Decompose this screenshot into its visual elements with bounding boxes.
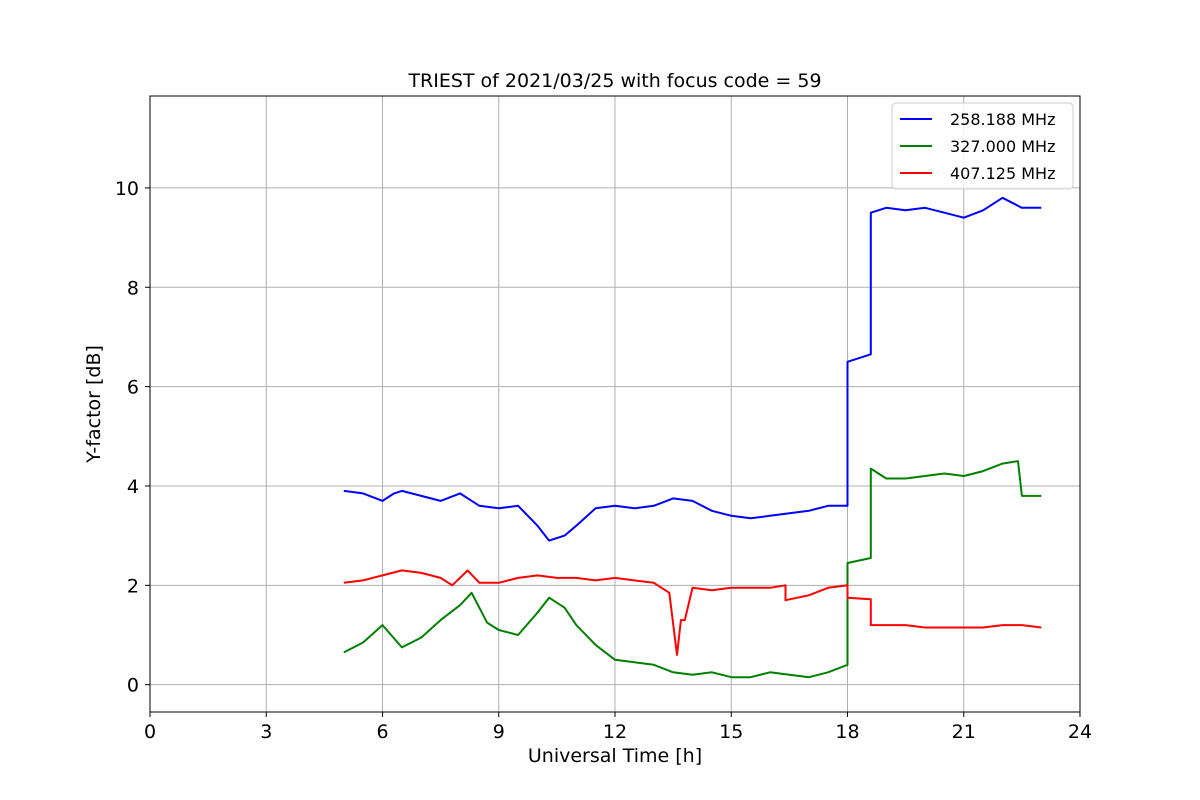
series-line-2 (343, 460, 1042, 679)
x-tick-label: 0 (144, 721, 156, 743)
series-line-1 (343, 196, 1042, 542)
legend-entry-3: 407.125 MHz (950, 164, 1055, 183)
y-axis-label: Y-factor [dB] (83, 345, 105, 464)
series-group (343, 196, 1042, 679)
y-tick-label: 0 (127, 675, 139, 697)
y-tick-label: 6 (127, 377, 139, 399)
legend-entry-1: 258.188 MHz (950, 110, 1055, 129)
x-tick-label: 6 (376, 721, 388, 743)
y-tick-label: 4 (127, 476, 139, 498)
x-tick-label: 3 (260, 721, 272, 743)
x-tick-label: 15 (719, 721, 743, 743)
series-line-3 (343, 569, 1042, 656)
y-tick-label: 10 (115, 178, 139, 200)
legend-entry-2: 327.000 MHz (950, 137, 1055, 156)
legend-box (891, 102, 1074, 190)
chart-title: TRIEST of 2021/03/25 with focus code = 5… (407, 70, 821, 92)
x-axis-label: Universal Time [h] (528, 745, 702, 767)
x-tick-label: 21 (952, 721, 976, 743)
y-tick-label: 2 (127, 575, 139, 597)
x-tick-label: 24 (1068, 721, 1092, 743)
x-tick-label: 18 (835, 721, 859, 743)
x-tick-label: 12 (603, 721, 627, 743)
x-tick-label: 9 (493, 721, 505, 743)
legend: 258.188 MHz 327.000 MHz 407.125 MHz (891, 102, 1074, 190)
y-tick-label: 8 (127, 277, 139, 299)
